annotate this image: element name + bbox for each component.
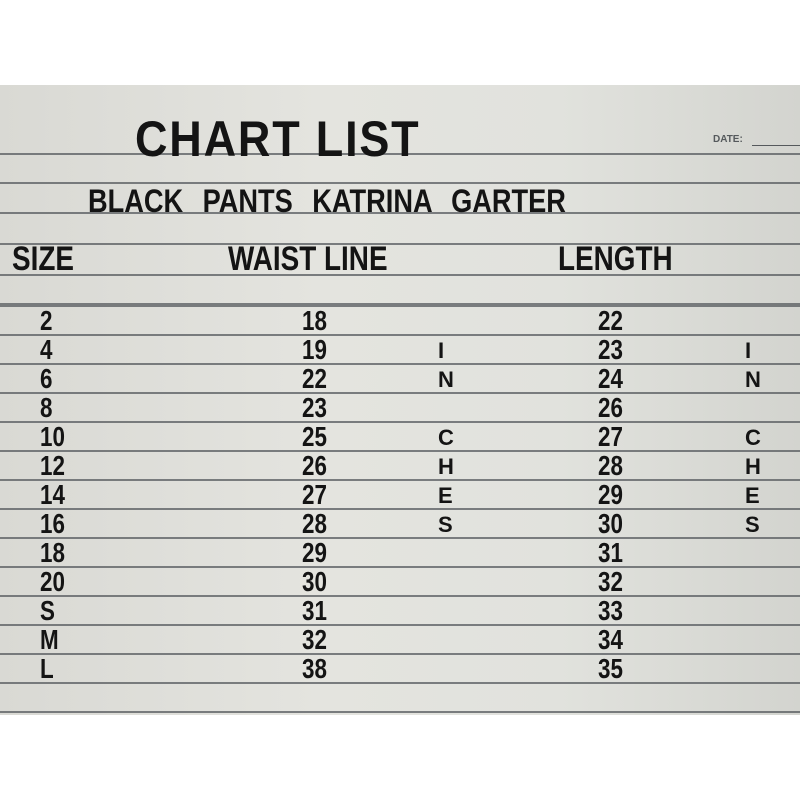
ruled-line [0, 624, 800, 626]
cell-length: 23 [598, 334, 623, 365]
ruled-line [0, 450, 800, 452]
column-header-size: SIZE [12, 240, 74, 278]
cell-waist: 26 [302, 450, 327, 481]
cell-length: 29 [598, 479, 623, 510]
unit-label-letter: S [745, 512, 760, 537]
cell-waist: 25 [302, 421, 327, 452]
unit-label-letter: C [745, 425, 761, 450]
ruled-line [0, 363, 800, 365]
ruled-line [0, 392, 800, 394]
ruled-line [0, 334, 800, 336]
ruled-line [0, 182, 800, 184]
unit-label-letter: N [438, 367, 454, 392]
cell-length: 26 [598, 392, 623, 423]
lined-paper: CHART LIST DATE: BLACK PANTS KATRINA GAR… [0, 85, 800, 715]
cell-size: 12 [40, 450, 65, 481]
cell-size: 6 [40, 363, 53, 394]
cell-size: 2 [40, 305, 53, 336]
cell-waist: 30 [302, 566, 327, 597]
date-field-line [752, 145, 800, 146]
ruled-line [0, 303, 800, 305]
cell-waist: 19 [302, 334, 327, 365]
cell-length: 30 [598, 508, 623, 539]
ruled-line [0, 305, 800, 307]
ruled-line [0, 153, 800, 155]
cell-waist: 18 [302, 305, 327, 336]
unit-label-letter: I [438, 338, 445, 363]
cell-waist: 31 [302, 595, 327, 626]
cell-waist: 28 [302, 508, 327, 539]
ruled-line [0, 537, 800, 539]
cell-waist: 38 [302, 653, 327, 684]
ruled-line [0, 421, 800, 423]
ruled-line [0, 212, 800, 214]
cell-length: 34 [598, 624, 623, 655]
page-title: CHART LIST [135, 111, 421, 167]
ruled-line [0, 595, 800, 597]
unit-label-letter: S [438, 512, 453, 537]
cell-waist: 32 [302, 624, 327, 655]
cell-length: 28 [598, 450, 623, 481]
column-header-length: LENGTH [558, 240, 673, 278]
cell-size: M [40, 624, 59, 655]
ruled-line [0, 479, 800, 481]
cell-size: S [40, 595, 55, 626]
cell-waist: 29 [302, 537, 327, 568]
cell-length: 22 [598, 305, 623, 336]
cell-size: 18 [40, 537, 65, 568]
cell-size: 14 [40, 479, 65, 510]
cell-length: 24 [598, 363, 623, 394]
cell-waist: 23 [302, 392, 327, 423]
unit-label-letter: I [745, 338, 752, 363]
column-header-waist: WAIST LINE [228, 240, 388, 278]
unit-label-letter: C [438, 425, 454, 450]
cell-size: 10 [40, 421, 65, 452]
ruled-line [0, 274, 800, 276]
cell-size: 8 [40, 392, 53, 423]
cell-size: 4 [40, 334, 53, 365]
cell-size: 20 [40, 566, 65, 597]
ruled-line [0, 508, 800, 510]
cell-waist: 27 [302, 479, 327, 510]
cell-length: 31 [598, 537, 623, 568]
cell-length: 32 [598, 566, 623, 597]
cell-length: 27 [598, 421, 623, 452]
cell-length: 35 [598, 653, 623, 684]
unit-label-letter: H [438, 454, 454, 479]
unit-label-letter: E [438, 483, 453, 508]
subtitle: BLACK PANTS KATRINA GARTER [88, 183, 566, 219]
unit-label-letter: N [745, 367, 761, 392]
cell-size: L [40, 653, 54, 684]
cell-waist: 22 [302, 363, 327, 394]
cell-length: 33 [598, 595, 623, 626]
ruled-line [0, 566, 800, 568]
date-label: DATE: [713, 134, 743, 145]
ruled-line [0, 243, 800, 245]
cell-size: 16 [40, 508, 65, 539]
ruled-line [0, 653, 800, 655]
unit-label-letter: E [745, 483, 760, 508]
ruled-line [0, 682, 800, 684]
ruled-line [0, 711, 800, 713]
unit-label-letter: H [745, 454, 761, 479]
